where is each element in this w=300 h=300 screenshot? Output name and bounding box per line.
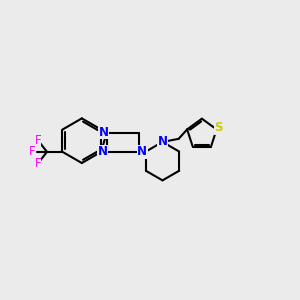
Text: S: S bbox=[214, 122, 223, 134]
Text: F: F bbox=[34, 134, 41, 147]
Text: F: F bbox=[34, 157, 41, 170]
Text: N: N bbox=[99, 126, 109, 139]
Text: N: N bbox=[137, 146, 147, 158]
Text: F: F bbox=[29, 146, 35, 158]
Text: N: N bbox=[158, 135, 167, 148]
Text: N: N bbox=[98, 146, 107, 158]
